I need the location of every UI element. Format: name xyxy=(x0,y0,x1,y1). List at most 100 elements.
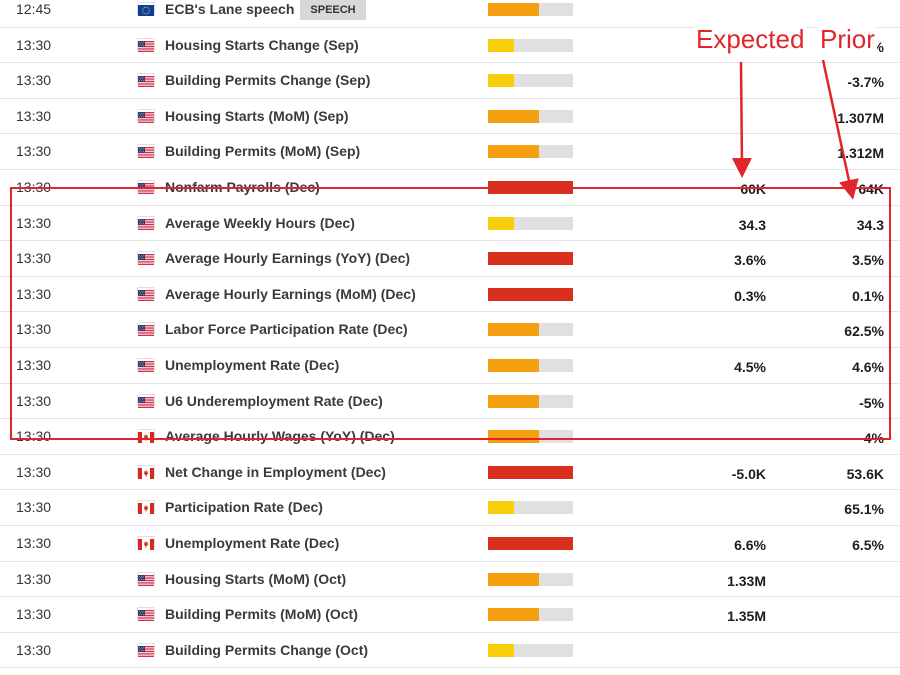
impact-bar xyxy=(488,465,573,479)
event-name-link[interactable]: Housing Starts (MoM) (Oct) xyxy=(165,562,346,597)
expected-value: 34.3 xyxy=(738,216,766,233)
event-row[interactable]: 13:30 Housing Starts (MoM) (Sep) 1.307M xyxy=(0,99,900,135)
event-row[interactable]: 13:30 Average Hourly Earnings (MoM) (Dec)… xyxy=(0,277,900,313)
event-name-text: U6 Underemployment Rate (Dec) xyxy=(165,392,383,409)
impact-bar-fill xyxy=(488,38,514,52)
event-name-link[interactable]: Average Hourly Earnings (YoY) (Dec) xyxy=(165,241,410,276)
us-flag-icon xyxy=(138,181,154,194)
event-name-text: Labor Force Participation Rate (Dec) xyxy=(165,321,408,338)
prior-value: -3.7% xyxy=(847,74,884,91)
event-name-text: Unemployment Rate (Dec) xyxy=(165,534,340,551)
event-time: 13:30 xyxy=(16,570,52,587)
event-tag-badge: SPEECH xyxy=(300,0,366,20)
event-name-link[interactable]: Housing Starts Change (Sep) xyxy=(165,28,359,63)
event-name-link[interactable]: Labor Force Participation Rate (Dec) xyxy=(165,312,408,347)
impact-bar xyxy=(488,643,573,657)
event-time: 13:30 xyxy=(16,356,52,373)
event-name-text: Average Hourly Wages (YoY) (Dec) xyxy=(165,428,395,445)
prior-value: -5% xyxy=(859,394,884,411)
prior-value: 4.6% xyxy=(852,358,884,375)
event-name-text: Housing Starts (MoM) (Sep) xyxy=(165,107,349,124)
event-time: 13:30 xyxy=(16,321,52,338)
event-row[interactable]: 13:30 Labor Force Participation Rate (Dec… xyxy=(0,312,900,348)
ca-flag-icon xyxy=(138,537,154,550)
event-name-link[interactable]: Building Permits (MoM) (Sep) xyxy=(165,134,360,169)
event-row[interactable]: 13:30 U6 Underemployment Rate (Dec) -5% xyxy=(0,384,900,420)
impact-bar-fill xyxy=(488,287,573,301)
us-flag-icon xyxy=(138,608,154,622)
event-row[interactable]: 12:45 ECB's Lane speech SPEECH xyxy=(0,0,900,28)
event-row[interactable]: 13:30 Building Permits (MoM) (Sep) 1.312M xyxy=(0,134,900,170)
expected-value: 60K xyxy=(740,180,766,197)
event-time: 13:30 xyxy=(16,606,52,623)
impact-bar-fill xyxy=(488,608,539,622)
event-row[interactable]: 13:30 Net Change in Employment (Dec) -5.0K… xyxy=(0,455,900,491)
event-name-text: Unemployment Rate (Dec) xyxy=(165,356,340,373)
event-name-link[interactable]: Building Permits Change (Sep) xyxy=(165,63,370,98)
impact-bar-fill xyxy=(488,145,539,159)
event-name-text: Participation Rate (Dec) xyxy=(165,499,323,516)
impact-bar xyxy=(488,394,573,408)
expected-value: 0.3% xyxy=(734,287,766,304)
impact-bar-fill xyxy=(488,252,573,266)
event-row[interactable]: 13:30 Nonfarm Payrolls (Dec) 60K 64K xyxy=(0,170,900,206)
event-name-link[interactable]: Building Permits (MoM) (Oct) xyxy=(165,597,358,632)
prior-value: 0.1% xyxy=(852,287,884,304)
event-name-link[interactable]: Average Hourly Wages (YoY) (Dec) xyxy=(165,419,395,454)
event-name-link[interactable]: U6 Underemployment Rate (Dec) xyxy=(165,384,383,419)
prior-value: 34.3 xyxy=(856,216,884,233)
prior-value: 64K xyxy=(858,180,884,197)
event-time: 13:30 xyxy=(16,641,52,658)
event-name-link[interactable]: Unemployment Rate (Dec) xyxy=(165,526,339,561)
prior-value: 65.1% xyxy=(844,501,884,518)
event-row[interactable]: 13:30 Average Hourly Earnings (YoY) (Dec)… xyxy=(0,241,900,277)
event-time: 13:30 xyxy=(16,72,52,89)
event-name-link[interactable]: Participation Rate (Dec) xyxy=(165,490,323,525)
impact-bar-fill xyxy=(488,216,514,230)
event-name-link[interactable]: Average Weekly Hours (Dec) xyxy=(165,206,355,241)
event-name-link[interactable]: Average Hourly Earnings (MoM) (Dec) xyxy=(165,277,416,312)
event-name-link[interactable]: Housing Starts (MoM) (Sep) xyxy=(165,99,349,134)
event-name-link[interactable]: Nonfarm Payrolls (Dec) xyxy=(165,170,320,205)
impact-bar-fill xyxy=(488,3,539,16)
impact-bar-fill xyxy=(488,643,514,657)
event-name-link[interactable]: Building Permits Change (Oct) xyxy=(165,633,368,668)
prior-value: 3.5% xyxy=(852,252,884,269)
prior-value: 53.6K xyxy=(846,465,884,482)
event-name-text: Average Hourly Earnings (YoY) (Dec) xyxy=(165,250,411,267)
event-row[interactable]: 13:30 Average Hourly Wages (YoY) (Dec) 4% xyxy=(0,419,900,455)
event-row[interactable]: 13:30 Participation Rate (Dec) 65.1% xyxy=(0,490,900,526)
impact-bar-fill xyxy=(488,74,514,88)
event-time: 13:30 xyxy=(16,392,52,409)
ca-flag-icon xyxy=(138,466,154,479)
event-name-link[interactable]: ECB's Lane speech SPEECH xyxy=(165,0,366,27)
event-time: 13:30 xyxy=(16,534,52,551)
event-row[interactable]: 13:30 Average Weekly Hours (Dec) 34.3 34.3 xyxy=(0,206,900,242)
event-name-link[interactable]: Net Change in Employment (Dec) xyxy=(165,455,386,490)
impact-bar xyxy=(488,3,573,16)
event-row[interactable]: 13:30 Housing Starts (MoM) (Oct) 1.33M xyxy=(0,562,900,598)
prior-value: 62.5% xyxy=(844,323,884,340)
prior-value: 4% xyxy=(863,430,884,447)
expected-value: 3.6% xyxy=(734,252,766,269)
event-name-text: Building Permits (MoM) (Oct) xyxy=(165,606,358,623)
event-row[interactable]: 13:30 Building Permits Change (Sep) -3.7% xyxy=(0,63,900,99)
us-flag-icon xyxy=(138,573,154,586)
event-name-text: Nonfarm Payrolls (Dec) xyxy=(165,178,320,195)
us-flag-icon xyxy=(138,217,154,230)
event-time: 13:30 xyxy=(16,428,52,445)
event-row[interactable]: 13:30 Building Permits Change (Oct) xyxy=(0,633,900,669)
impact-bar xyxy=(488,608,573,622)
event-name-link[interactable]: Unemployment Rate (Dec) xyxy=(165,348,339,383)
event-time: 13:30 xyxy=(16,36,52,53)
event-row[interactable]: 13:30 Unemployment Rate (Dec) 4.5% 4.6% xyxy=(0,348,900,384)
event-name-text: Building Permits (MoM) (Sep) xyxy=(165,143,361,160)
event-row[interactable]: 13:30 Building Permits (MoM) (Oct) 1.35M xyxy=(0,597,900,633)
event-row[interactable]: 13:30 Unemployment Rate (Dec) 6.6% 6.5% xyxy=(0,526,900,562)
event-time: 13:30 xyxy=(16,463,52,480)
expected-value: 1.33M xyxy=(727,572,766,589)
event-name-text: Building Permits Change (Sep) xyxy=(165,72,371,89)
us-flag-icon xyxy=(138,323,154,337)
us-flag-icon xyxy=(138,110,154,123)
impact-bar xyxy=(488,38,573,52)
